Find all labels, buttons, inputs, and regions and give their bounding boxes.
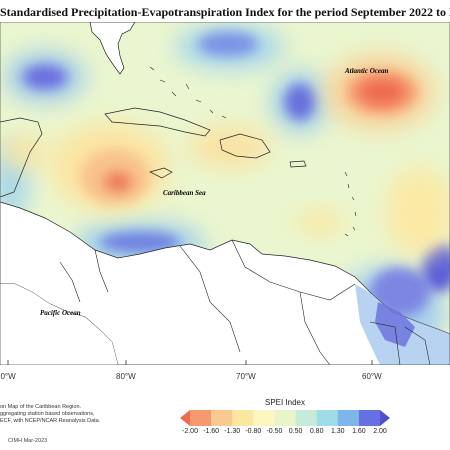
legend-cells (180, 410, 390, 426)
lon-label-60w: 60°W (362, 372, 382, 381)
note-line-2: ggregating station based observations, (0, 411, 95, 417)
legend-tick-label: 1.60 (352, 428, 366, 435)
dry-anomalies (0, 54, 450, 257)
jamaica-coast (149, 167, 173, 179)
lon-label-90w: 90°W (0, 372, 16, 381)
guianas-core (375, 302, 415, 347)
legend-tick-label: 1.30 (330, 428, 345, 435)
note-line-1: on Map of the Caribbean Region. (0, 404, 82, 410)
legend-tick-label: 0.80 (309, 428, 324, 435)
puerto-rico-coast (289, 160, 307, 168)
credit-label: CIMH Mar-2023 (8, 438, 48, 444)
legend-cell (274, 410, 296, 426)
legend-cell (180, 410, 190, 426)
florida-land (89, 22, 136, 75)
caribbean-sea-label: Caribbean Sea (163, 189, 206, 197)
pacific-ocean-label: Pacific Ocean (40, 309, 81, 317)
legend-tick-label: -0.80 (245, 428, 262, 435)
atlantic-ocean-label: Atlantic Ocean (344, 67, 388, 75)
small-islands (149, 66, 357, 237)
legend-cell (358, 410, 381, 426)
country-borders (59, 239, 431, 365)
legend-cell (232, 410, 254, 426)
legend-cell (316, 410, 339, 426)
legend-cell (380, 410, 390, 426)
legend-cell (337, 410, 360, 426)
legend-cell (253, 410, 275, 426)
legend-color-bar (180, 410, 390, 426)
legend-tick-label: 2.00 (373, 428, 387, 435)
legend-tick-label: -1.60 (203, 428, 220, 435)
legend-tick-label: -1.30 (224, 428, 241, 435)
map-title: Standardised Precipitation-Evapotranspir… (0, 5, 450, 19)
hispaniola-coast (219, 133, 271, 159)
yucatan-coast (0, 117, 43, 198)
legend-cell (295, 410, 317, 426)
longitude-ticks (7, 360, 373, 365)
spei-map: Atlantic Ocean Caribbean Sea Pacific Oce… (0, 22, 450, 365)
legend-tick-label: -0.50 (266, 428, 283, 435)
legend-cell (211, 410, 233, 426)
lon-label-80w: 80°W (116, 372, 136, 381)
cuba-coast (104, 107, 211, 137)
note-line-3: ECF, with NCEP/NCAR Reanalysis Data. (0, 418, 101, 424)
legend-title: SPEI Index (264, 398, 306, 407)
pacific-ocean-area (0, 284, 118, 365)
legend-tick-label: -2.00 (182, 428, 198, 435)
lon-label-70w: 70°W (236, 372, 256, 381)
legend-cell (190, 410, 212, 426)
legend-tick-label: 0.50 (288, 428, 303, 435)
